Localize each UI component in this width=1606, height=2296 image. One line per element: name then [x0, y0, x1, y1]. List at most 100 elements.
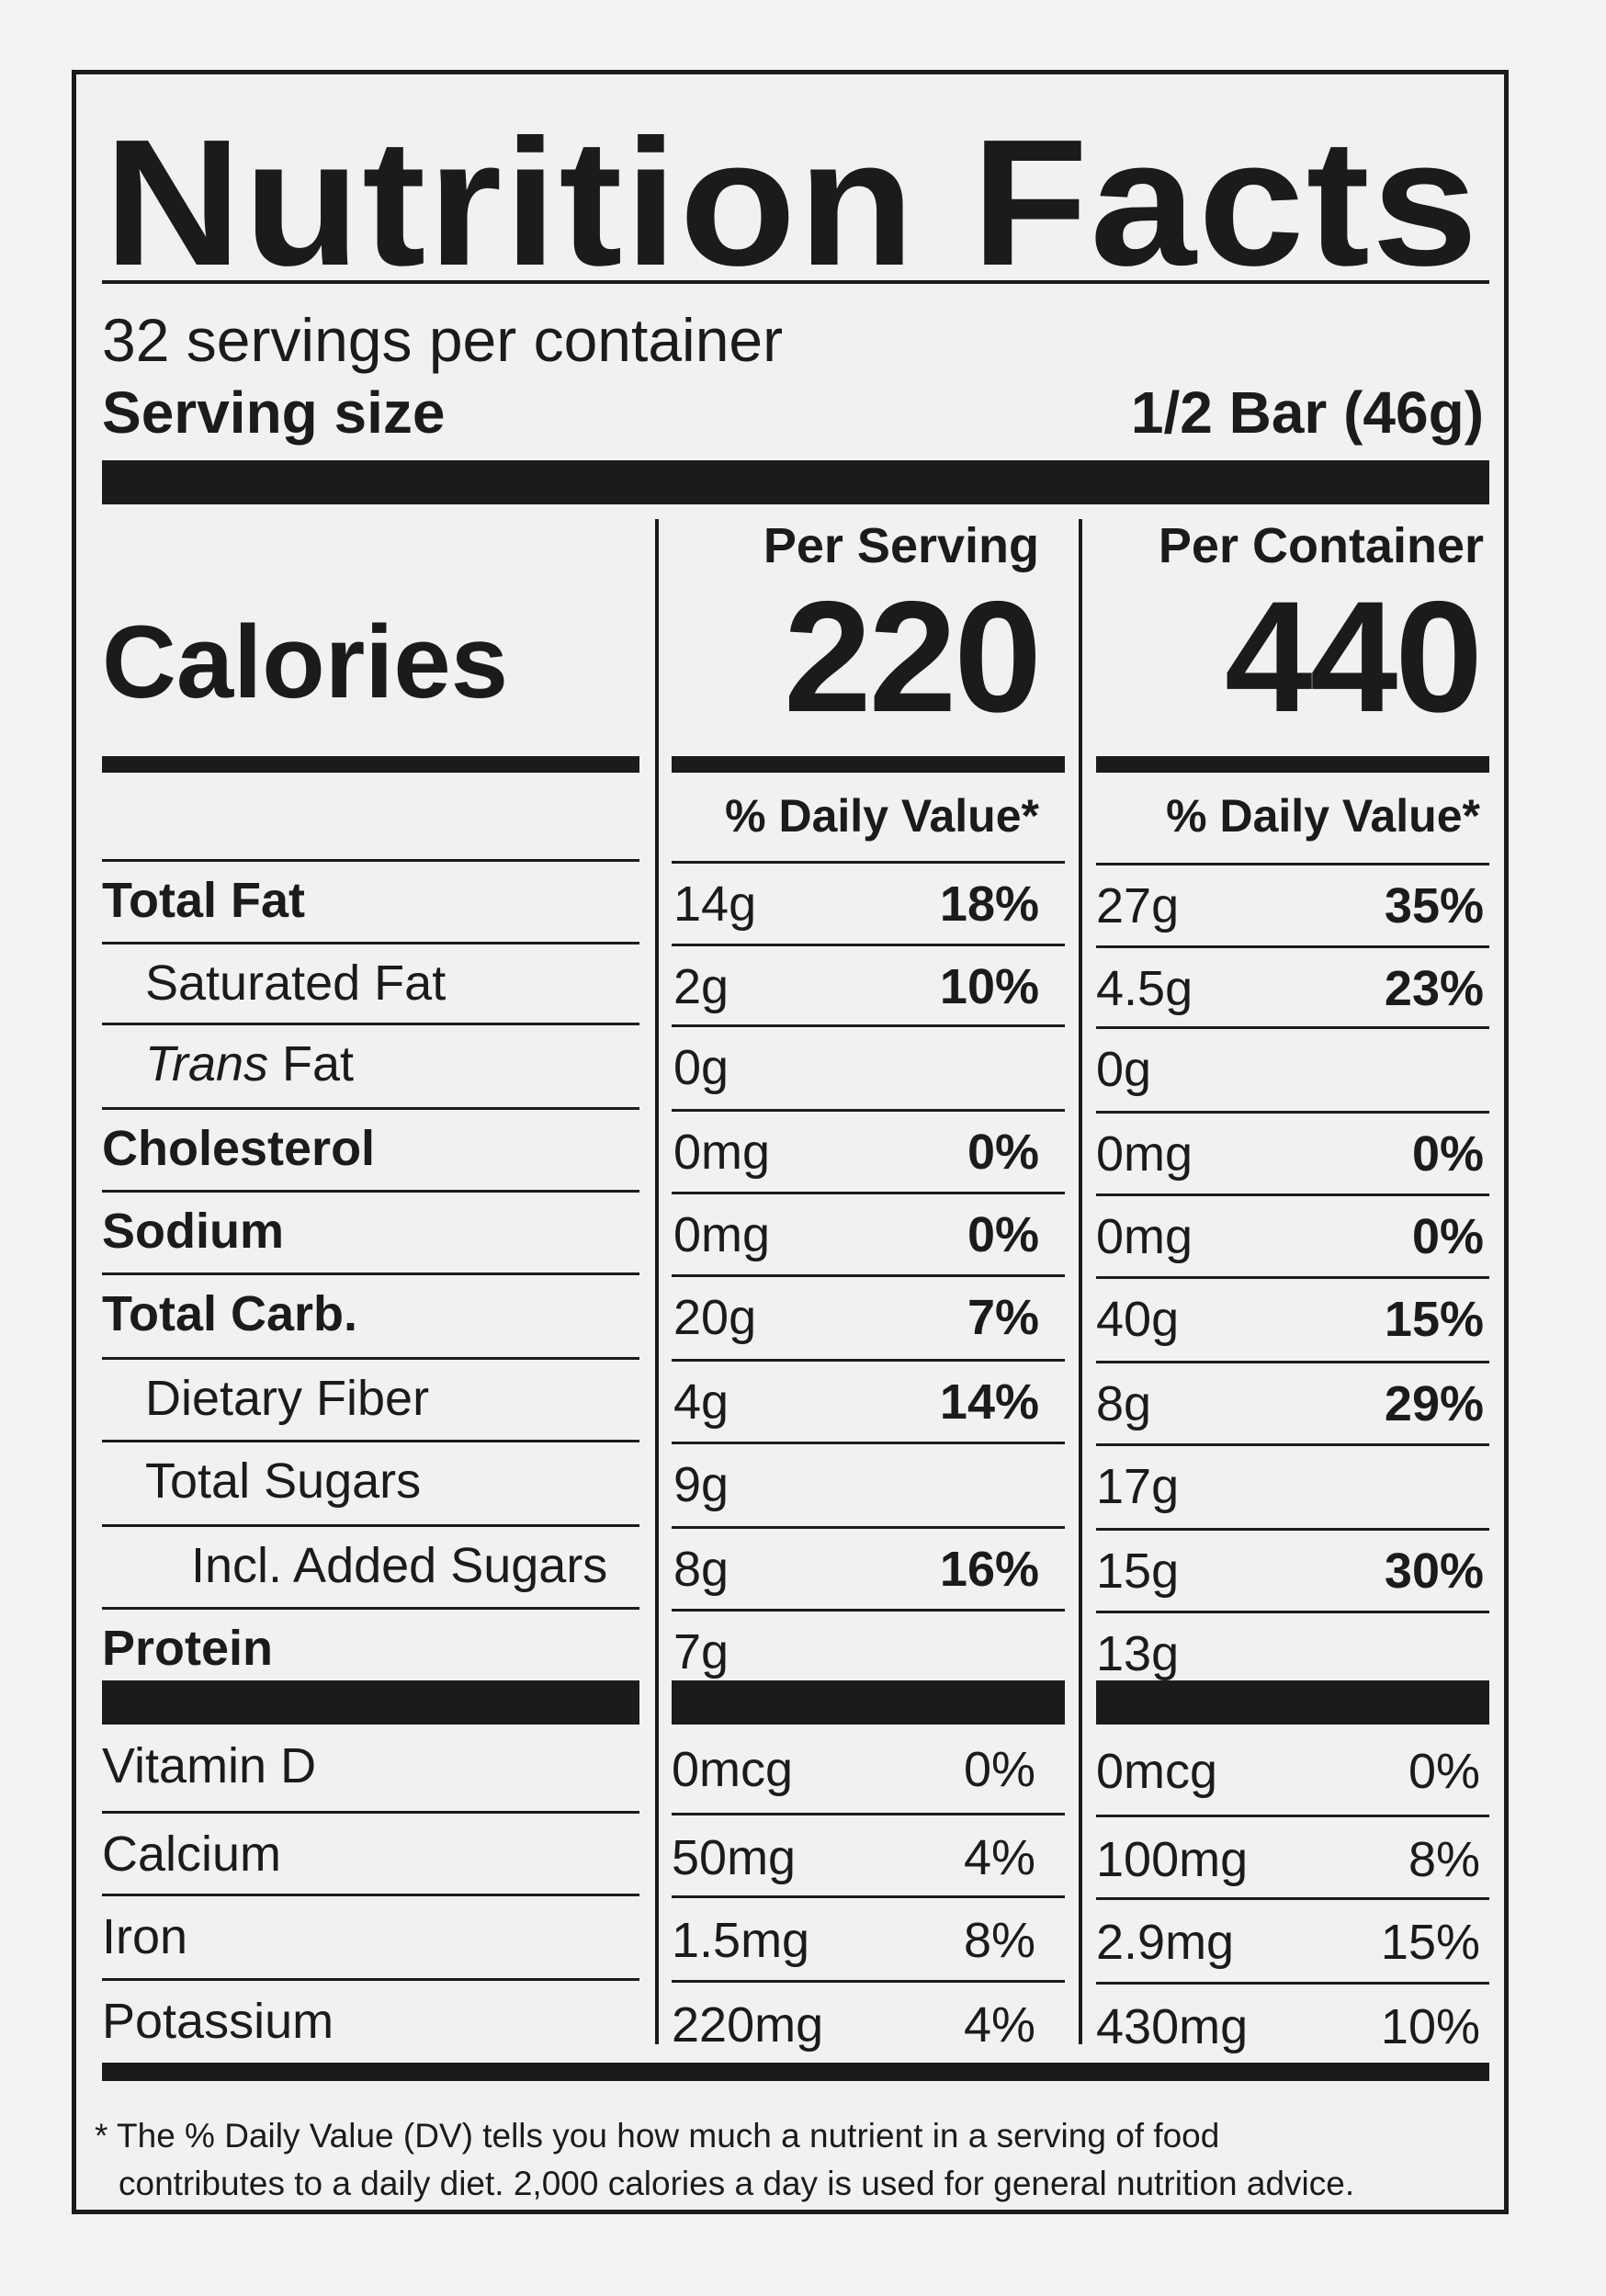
vitamin-name: Calcium	[102, 1827, 282, 1882]
nutrient-name-text: Total Carb.	[102, 1286, 358, 1341]
row-rule-right	[1096, 1611, 1489, 1613]
row-rule-left	[102, 859, 639, 862]
row-rule-middle	[672, 1024, 1065, 1027]
vitamin-rule-left	[102, 1811, 639, 1814]
per-container-dv-header: % Daily Value*	[1166, 790, 1480, 842]
row-rule-middle	[672, 1526, 1065, 1529]
nutrition-facts-label: Nutrition Facts 32 servings per containe…	[72, 70, 1509, 2214]
row-rule-left	[102, 1607, 639, 1610]
column-divider-left	[655, 519, 659, 2044]
servings-per-container: 32 servings per container	[102, 306, 784, 374]
per-container-amount: 4.5g	[1096, 961, 1193, 1016]
vitamin-per-container-dv: 10%	[1380, 1999, 1480, 2054]
vitamin-per-serving-dv: 4%	[963, 1997, 1035, 2053]
vitamin-rule-middle	[672, 1813, 1065, 1815]
nutrient-name-text: Incl. Added Sugars	[191, 1538, 608, 1593]
nutrient-name-text: Cholesterol	[102, 1121, 376, 1176]
per-serving-header: Per Serving	[763, 518, 1039, 573]
row-rule-middle	[672, 1359, 1065, 1362]
footnote: * The % Daily Value (DV) tells you how m…	[95, 2112, 1491, 2208]
per-container-dv: 15%	[1384, 1292, 1484, 1347]
calories-rule-left	[102, 756, 639, 773]
per-container-amount: 0g	[1096, 1042, 1152, 1097]
nutrient-name: Sodium	[102, 1206, 284, 1256]
per-container-amount: 15g	[1096, 1544, 1180, 1599]
row-rule-left	[102, 1272, 639, 1275]
per-container-amount: 17g	[1096, 1459, 1180, 1514]
vitamin-per-container-dv: 8%	[1408, 1832, 1480, 1887]
vitamin-bar-right	[1096, 1680, 1489, 1725]
column-divider-right	[1079, 519, 1082, 2044]
vitamin-per-container-amount: 430mg	[1096, 1999, 1249, 2054]
title-rule	[102, 280, 1489, 284]
per-serving-calories: 220	[784, 569, 1042, 745]
nutrient-name-text: Fat	[268, 1036, 355, 1091]
nutrient-name: Cholesterol	[102, 1124, 375, 1173]
per-serving-amount: 2g	[673, 959, 729, 1014]
per-container-amount: 0mg	[1096, 1209, 1193, 1264]
vitamin-rule-right	[1096, 1982, 1489, 1985]
nutrient-name-text: Total Fat	[102, 873, 305, 928]
per-container-amount: 40g	[1096, 1292, 1180, 1347]
per-serving-amount: 4g	[673, 1374, 729, 1430]
per-container-amount: 0mg	[1096, 1126, 1193, 1182]
vitamin-rule-right	[1096, 1815, 1489, 1817]
row-rule-left	[102, 1357, 639, 1360]
row-rule-right	[1096, 1026, 1489, 1029]
per-serving-dv: 18%	[939, 877, 1039, 932]
vitamin-per-container-dv: 0%	[1408, 1744, 1480, 1799]
vitamin-per-container-amount: 2.9mg	[1096, 1915, 1235, 1970]
row-rule-middle	[672, 1192, 1065, 1194]
row-rule-middle	[672, 1274, 1065, 1277]
per-container-dv: 0%	[1411, 1209, 1484, 1264]
row-rule-middle	[672, 944, 1065, 946]
vitamin-rule-left	[102, 1894, 639, 1896]
calories-rule-right	[1096, 756, 1489, 773]
thick-bar-top	[102, 460, 1489, 504]
vitamin-per-container-amount: 100mg	[1096, 1832, 1249, 1887]
per-container-dv: 0%	[1411, 1126, 1484, 1182]
row-rule-middle	[672, 1109, 1065, 1112]
vitamin-rule-right	[1096, 1897, 1489, 1900]
per-serving-amount: 0mg	[673, 1207, 771, 1262]
vitamin-per-container-amount: 0mcg	[1096, 1744, 1218, 1799]
calories-label: Calories	[102, 605, 508, 719]
row-rule-right	[1096, 945, 1489, 948]
per-container-amount: 27g	[1096, 878, 1180, 933]
vitamin-per-serving-amount: 0mcg	[672, 1742, 794, 1797]
vitamin-rule-left	[102, 1978, 639, 1981]
vitamin-per-serving-amount: 50mg	[672, 1830, 797, 1885]
row-rule-right	[1096, 1528, 1489, 1531]
row-rule-right	[1096, 1276, 1489, 1279]
vitamin-bar-middle	[672, 1680, 1065, 1725]
row-rule-middle	[672, 861, 1065, 864]
label-title: Nutrition Facts	[104, 102, 1480, 303]
nutrient-name-text: Dietary Fiber	[145, 1371, 430, 1426]
per-serving-amount: 9g	[673, 1457, 729, 1512]
row-rule-left	[102, 1440, 639, 1442]
nutrient-name-text: Total Sugars	[145, 1453, 422, 1509]
per-container-dv: 23%	[1384, 961, 1484, 1016]
nutrient-name: Incl. Added Sugars	[191, 1541, 607, 1590]
nutrient-name: Protein	[102, 1623, 273, 1673]
row-rule-left	[102, 1190, 639, 1193]
row-rule-right	[1096, 863, 1489, 865]
nutrient-name-text: Sodium	[102, 1204, 284, 1259]
per-container-dv: 29%	[1384, 1376, 1484, 1431]
row-rule-right	[1096, 1361, 1489, 1363]
per-serving-amount: 20g	[673, 1290, 757, 1345]
vitamin-per-serving-dv: 0%	[963, 1742, 1035, 1797]
vitamin-per-serving-dv: 4%	[963, 1830, 1035, 1885]
per-container-calories: 440	[1225, 569, 1483, 745]
row-rule-middle	[672, 1442, 1065, 1444]
row-rule-left	[102, 942, 639, 944]
vitamin-name: Iron	[102, 1909, 188, 1964]
per-serving-amount: 0g	[673, 1040, 729, 1095]
vitamin-per-container-dv: 15%	[1380, 1915, 1480, 1970]
serving-size-label: Serving size	[102, 379, 446, 446]
vitamin-rule-middle	[672, 1980, 1065, 1983]
per-serving-amount: 8g	[673, 1542, 729, 1597]
nutrient-name: Trans Fat	[145, 1039, 354, 1089]
per-serving-dv: 0%	[967, 1207, 1039, 1262]
per-serving-amount: 0mg	[673, 1125, 771, 1180]
